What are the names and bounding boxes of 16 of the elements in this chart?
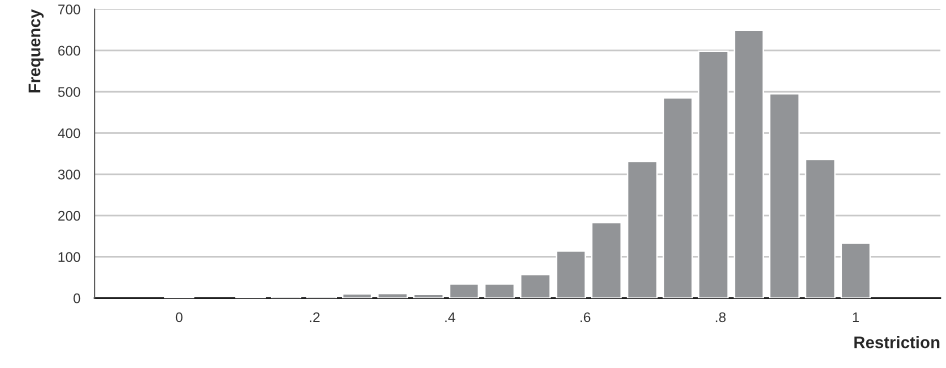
x-tick-label: .2 <box>310 312 320 322</box>
x-tick-label: 1 <box>852 312 859 322</box>
x-tick-label: .8 <box>716 312 726 322</box>
x-axis-title: Restriction <box>854 336 940 348</box>
y-axis-title: Frequency <box>28 9 44 92</box>
y-tick-label: 0 <box>74 293 80 304</box>
y-tick-label: 300 <box>58 170 80 180</box>
y-tick-label: 500 <box>58 87 80 97</box>
y-tick-label: 200 <box>58 210 80 221</box>
y-tick-label: 100 <box>58 252 80 262</box>
y-tick-label: 600 <box>58 46 80 56</box>
y-tick-label: 400 <box>58 128 80 138</box>
x-tick-label: .4 <box>445 312 456 322</box>
y-tick-label: 700 <box>58 4 80 14</box>
x-tick-label: .6 <box>580 312 590 322</box>
x-tick-label: 0 <box>176 312 182 322</box>
